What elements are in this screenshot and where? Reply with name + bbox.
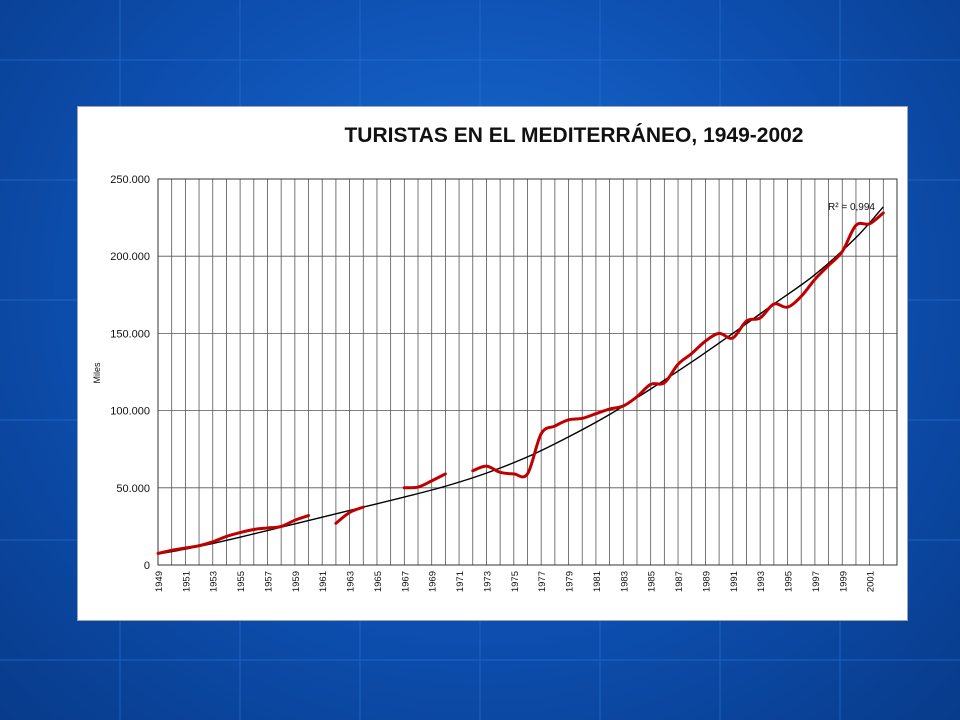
x-tick-label: 1995 [784, 571, 795, 592]
x-tick-label: 1987 [674, 571, 685, 592]
y-tick-label: 200.000 [110, 251, 150, 263]
x-tick-label: 1949 [154, 571, 165, 592]
trend-line-group [157, 206, 884, 555]
y-tick-label: 150.000 [110, 328, 150, 340]
x-tick-label: 1971 [455, 571, 466, 592]
x-tick-label: 1981 [592, 571, 603, 592]
y-tick-labels: 0 50.000 100.000 150.000 200.000 250.000 [110, 174, 150, 572]
y-tick-label: 250.000 [110, 174, 150, 186]
series-line-segment [334, 505, 365, 525]
x-tick-label: 1977 [537, 571, 548, 592]
series-line-segment [471, 211, 885, 479]
series-line-segment [156, 514, 311, 555]
x-tick-labels: 1949 1951 1953 1955 1957 1959 1961 1963 1965 1967… [154, 571, 877, 592]
data-series-group [156, 211, 885, 555]
x-tick-label: 1969 [428, 571, 439, 592]
x-tick-label: 2001 [866, 571, 877, 592]
x-tick-label: 1999 [838, 571, 849, 592]
y-tick-label: 0 [144, 560, 150, 572]
x-tick-label: 1979 [565, 571, 576, 592]
x-tick-label: 1951 [181, 571, 192, 592]
x-tick-label: 1973 [482, 571, 493, 592]
chart-title: TURISTAS EN EL MEDITERRÁNEO, 1949-2002 [344, 124, 803, 147]
series-line-segment [402, 472, 447, 490]
trend-line [157, 206, 884, 555]
x-tick-label: 1985 [647, 571, 658, 592]
y-axis-label: Miles [92, 362, 102, 384]
x-tick-label: 1991 [729, 571, 740, 592]
x-tick-label: 1997 [811, 571, 822, 592]
x-tick-label: 1955 [236, 571, 247, 592]
x-tick-label: 1989 [701, 571, 712, 592]
x-tick-label: 1983 [619, 571, 630, 592]
x-tick-label: 1953 [209, 571, 220, 592]
x-tick-label: 1961 [318, 571, 329, 592]
x-tick-label: 1957 [263, 571, 274, 592]
x-tick-label: 1965 [373, 571, 384, 592]
line-chart: TURISTAS EN EL MEDITERRÁNEO, 1949-2002 M… [92, 124, 898, 592]
y-tick-label: 50.000 [116, 483, 150, 495]
r-squared-annotation: R² = 0,994 [828, 202, 875, 213]
x-tick-label: 1975 [510, 571, 521, 592]
plot-grid [157, 178, 898, 566]
x-tick-label: 1959 [291, 571, 302, 592]
plot-area-border [157, 178, 898, 566]
x-tick-label: 1993 [756, 571, 767, 592]
y-tick-label: 100.000 [110, 406, 150, 418]
x-tick-label: 1967 [400, 571, 411, 592]
chart-panel: TURISTAS EN EL MEDITERRÁNEO, 1949-2002 M… [77, 106, 908, 621]
x-tick-label: 1963 [346, 571, 357, 592]
